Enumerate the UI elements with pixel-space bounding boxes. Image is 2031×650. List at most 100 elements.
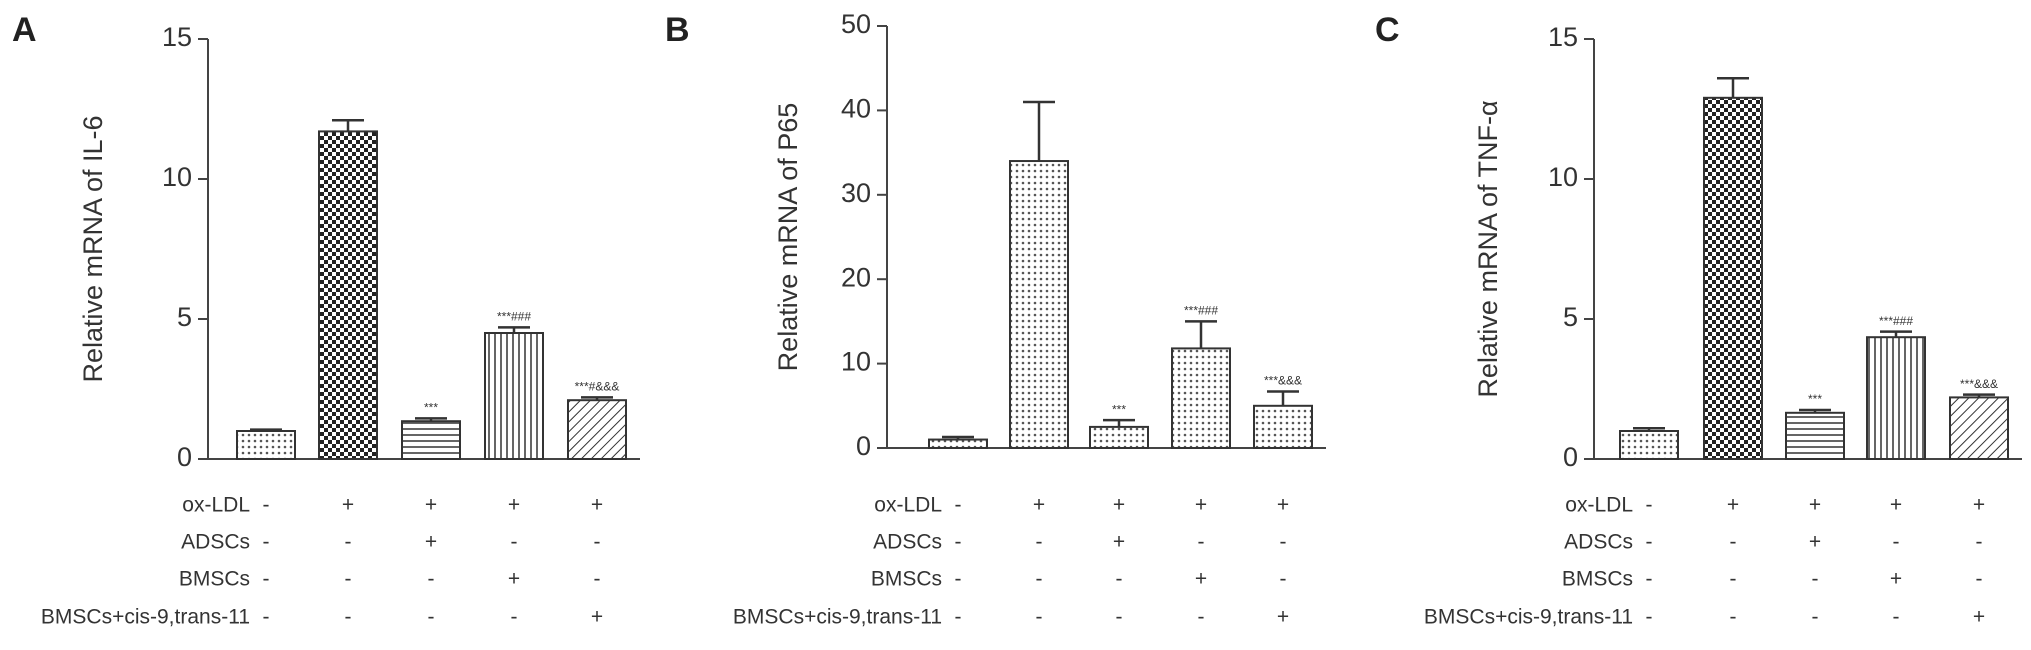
treatment-sign: + bbox=[508, 494, 520, 517]
treatment-sign: + bbox=[1890, 494, 1902, 517]
treatment-sign: + bbox=[1113, 531, 1125, 554]
significance-label: *** bbox=[1112, 402, 1126, 416]
treatment-name: BMSCs+cis-9,trans-11 bbox=[733, 606, 942, 629]
panel-label: C bbox=[1375, 11, 1400, 49]
y-tick-label: 5 bbox=[1563, 302, 1578, 332]
treatment-sign: + bbox=[342, 494, 354, 517]
y-tick-label: 30 bbox=[841, 178, 871, 208]
treatment-name: BMSCs bbox=[179, 568, 250, 591]
treatment-sign: + bbox=[508, 568, 520, 591]
y-axis-label: Relative mRNA of P65 bbox=[773, 103, 803, 372]
treatment-sign: + bbox=[591, 606, 603, 629]
treatment-sign: - bbox=[955, 531, 962, 554]
treatment-name: ox-LDL bbox=[874, 494, 942, 517]
treatment-sign: + bbox=[1809, 494, 1821, 517]
y-tick-label: 40 bbox=[841, 94, 871, 124]
treatment-sign: + bbox=[1277, 494, 1289, 517]
treatment-sign: + bbox=[425, 531, 437, 554]
treatment-sign: - bbox=[1893, 531, 1900, 554]
treatment-sign: - bbox=[1116, 568, 1123, 591]
bar bbox=[1089, 425, 1149, 449]
y-tick-label: 0 bbox=[1563, 442, 1578, 472]
treatment-name: BMSCs+cis-9,trans-11 bbox=[1424, 606, 1633, 629]
treatment-sign: - bbox=[1976, 531, 1983, 554]
treatment-sign: - bbox=[428, 568, 435, 591]
bar bbox=[318, 130, 378, 460]
treatment-sign: - bbox=[1036, 606, 1043, 629]
treatment-sign: - bbox=[1036, 568, 1043, 591]
significance-label: *** bbox=[424, 401, 438, 415]
bar bbox=[1171, 347, 1231, 449]
treatment-sign: - bbox=[1976, 568, 1983, 591]
y-tick-label: 15 bbox=[162, 22, 192, 52]
treatment-name: ADSCs bbox=[181, 531, 250, 554]
treatment-sign: + bbox=[1033, 494, 1045, 517]
treatment-sign: + bbox=[1113, 494, 1125, 517]
treatment-sign: - bbox=[345, 606, 352, 629]
treatment-sign: - bbox=[1036, 531, 1043, 554]
bar bbox=[1785, 411, 1845, 460]
y-tick-label: 10 bbox=[162, 162, 192, 192]
treatment-sign: - bbox=[511, 606, 518, 629]
treatment-sign: + bbox=[1277, 606, 1289, 629]
treatment-sign: - bbox=[428, 606, 435, 629]
treatment-name: BMSCs bbox=[871, 568, 942, 591]
treatment-sign: - bbox=[1812, 606, 1819, 629]
treatment-sign: - bbox=[1893, 606, 1900, 629]
y-tick-label: 0 bbox=[856, 431, 871, 461]
treatment-sign: - bbox=[1812, 568, 1819, 591]
treatment-sign: - bbox=[955, 568, 962, 591]
treatment-sign: - bbox=[345, 568, 352, 591]
treatment-name: ox-LDL bbox=[1565, 494, 1633, 517]
significance-label: ***### bbox=[497, 310, 531, 324]
y-tick-label: 5 bbox=[177, 302, 192, 332]
treatment-sign: - bbox=[594, 531, 601, 554]
treatment-sign: - bbox=[1280, 568, 1287, 591]
significance-label: ***#&&& bbox=[575, 380, 620, 394]
bar bbox=[484, 332, 544, 460]
treatment-sign: - bbox=[1730, 568, 1737, 591]
y-axis-label: Relative mRNA of TNF-α bbox=[1473, 100, 1503, 397]
significance-label: ***&&& bbox=[1264, 374, 1302, 388]
treatment-sign: - bbox=[511, 531, 518, 554]
treatment-sign: + bbox=[425, 494, 437, 517]
treatment-name: ADSCs bbox=[1564, 531, 1633, 554]
panel-label: A bbox=[12, 11, 37, 49]
bar bbox=[1253, 404, 1313, 449]
treatment-name: ox-LDL bbox=[182, 494, 250, 517]
bar bbox=[1949, 396, 2009, 460]
treatment-sign: + bbox=[1890, 568, 1902, 591]
significance-label: ***&&& bbox=[1960, 377, 1998, 391]
treatment-name: BMSCs bbox=[1562, 568, 1633, 591]
treatment-sign: - bbox=[955, 606, 962, 629]
treatment-name: ADSCs bbox=[873, 531, 942, 554]
y-tick-label: 0 bbox=[177, 442, 192, 472]
treatment-sign: + bbox=[1195, 494, 1207, 517]
treatment-sign: - bbox=[594, 568, 601, 591]
treatment-name: BMSCs+cis-9,trans-11 bbox=[41, 606, 250, 629]
y-tick-label: 15 bbox=[1548, 22, 1578, 52]
y-tick-label: 10 bbox=[1548, 162, 1578, 192]
treatment-sign: - bbox=[1198, 606, 1205, 629]
y-axis-label: Relative mRNA of IL-6 bbox=[78, 115, 108, 382]
treatment-sign: - bbox=[263, 531, 270, 554]
treatment-sign: - bbox=[263, 494, 270, 517]
treatment-sign: - bbox=[1198, 531, 1205, 554]
bar bbox=[928, 438, 988, 449]
treatment-sign: + bbox=[1727, 494, 1739, 517]
bar bbox=[1866, 336, 1926, 461]
y-tick-label: 20 bbox=[841, 262, 871, 292]
significance-label: ***### bbox=[1879, 314, 1913, 328]
treatment-sign: + bbox=[1195, 568, 1207, 591]
treatment-sign: - bbox=[1730, 606, 1737, 629]
treatment-sign: - bbox=[1116, 606, 1123, 629]
y-tick-label: 50 bbox=[841, 9, 871, 39]
bar bbox=[1703, 96, 1763, 461]
treatment-sign: - bbox=[345, 531, 352, 554]
bar bbox=[401, 420, 461, 461]
bar bbox=[236, 430, 296, 460]
significance-label: *** bbox=[1808, 392, 1822, 406]
treatment-sign: + bbox=[1973, 606, 1985, 629]
treatment-sign: - bbox=[1646, 531, 1653, 554]
